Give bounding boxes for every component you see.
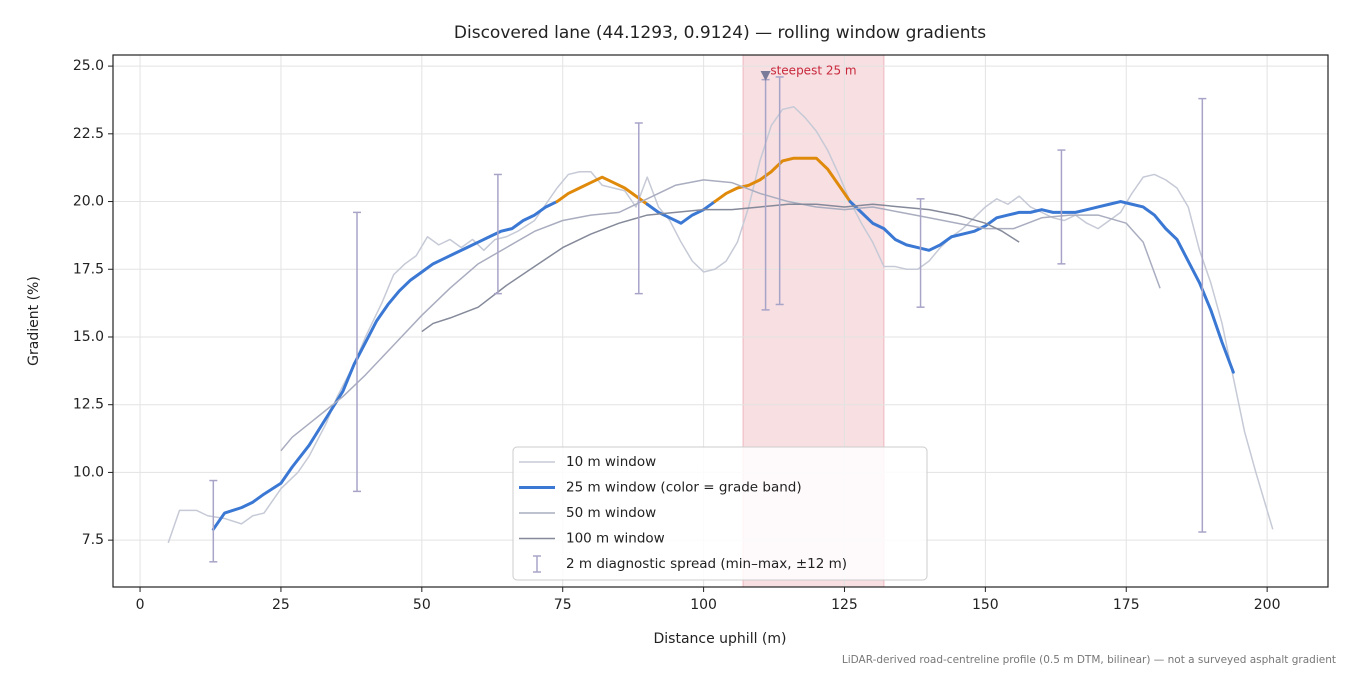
error-bar: [1198, 97, 1207, 533]
x-tick-label: 175: [1113, 597, 1140, 613]
legend-label: 10 m window: [566, 454, 656, 470]
line-segment: [713, 156, 852, 204]
error-bar: [1057, 149, 1066, 265]
error-bar: [634, 122, 643, 295]
line-series: [167, 105, 1274, 544]
y-tick-label: 22.5: [73, 126, 104, 142]
y-tick-label: 15.0: [73, 329, 104, 345]
y-tick-label: 17.5: [73, 261, 104, 277]
y-tick-label: 7.5: [82, 532, 104, 548]
error-bar: [775, 76, 784, 306]
legend-label: 50 m window: [566, 505, 656, 521]
highlight-label: steepest 25 m: [770, 64, 856, 78]
line-segment: [211, 200, 559, 531]
x-axis-label: Distance uphill (m): [654, 631, 787, 647]
y-axis-label: Gradient (%): [26, 276, 42, 366]
line-series: [421, 203, 1020, 333]
x-tick-label: 100: [690, 597, 717, 613]
steepest-marker: [760, 70, 771, 81]
legend-label: 2 m diagnostic spread (min–max, ±12 m): [566, 556, 847, 572]
x-tick-label: 0: [136, 597, 145, 613]
chart-title: Discovered lane (44.1293, 0.9124) — roll…: [454, 23, 986, 43]
legend-box: [512, 446, 928, 581]
line-segment: [555, 175, 649, 206]
y-tick-label: 12.5: [73, 397, 104, 413]
plot-frame: [112, 54, 1329, 588]
x-tick-label: 50: [413, 597, 431, 613]
line-segment: [848, 200, 1235, 374]
legend-label: 100 m window: [566, 531, 665, 547]
x-tick-label: 150: [972, 597, 999, 613]
x-tick-label: 200: [1254, 597, 1281, 613]
x-tick-label: 75: [554, 597, 572, 613]
footnote: LiDAR-derived road-centreline profile (0…: [842, 654, 1336, 666]
line-series: [280, 179, 1161, 452]
legend-label: 25 m window (color = grade band): [566, 480, 802, 496]
x-tick-label: 125: [831, 597, 858, 613]
error-bar: [353, 211, 362, 493]
error-bar: [916, 198, 925, 308]
y-tick-label: 10.0: [73, 464, 104, 480]
y-tick-label: 20.0: [73, 194, 104, 210]
x-tick-label: 25: [272, 597, 290, 613]
error-bar: [209, 479, 218, 563]
error-bar: [493, 173, 502, 295]
y-tick-label: 25.0: [73, 58, 104, 74]
